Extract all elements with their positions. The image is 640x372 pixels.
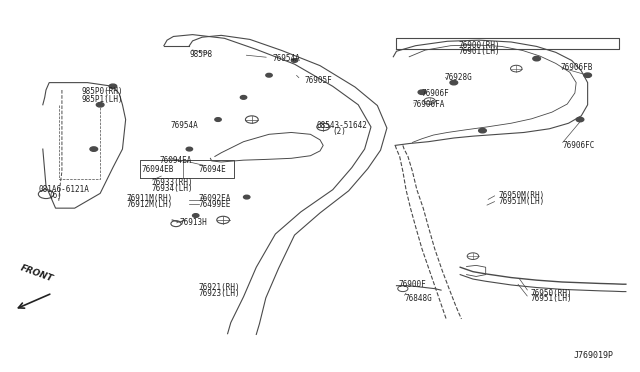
Text: 76094EA: 76094EA bbox=[159, 155, 192, 165]
Text: 76906FC: 76906FC bbox=[562, 141, 595, 150]
Text: 76928G: 76928G bbox=[444, 73, 472, 81]
Text: 76934(LH): 76934(LH) bbox=[151, 184, 193, 193]
Circle shape bbox=[97, 103, 104, 107]
Text: (2): (2) bbox=[333, 127, 347, 136]
Circle shape bbox=[533, 57, 540, 61]
Circle shape bbox=[90, 147, 98, 151]
Text: 76094EB: 76094EB bbox=[141, 165, 174, 174]
Text: 76905F: 76905F bbox=[304, 76, 332, 85]
Circle shape bbox=[291, 59, 298, 62]
Circle shape bbox=[584, 73, 591, 77]
Circle shape bbox=[244, 195, 250, 199]
Text: 08543-51642: 08543-51642 bbox=[317, 121, 368, 129]
Circle shape bbox=[576, 117, 584, 122]
Text: 76950M(RH): 76950M(RH) bbox=[499, 191, 545, 200]
Text: 76901(LH): 76901(LH) bbox=[459, 47, 500, 56]
Text: 76921(RH): 76921(RH) bbox=[199, 283, 241, 292]
Text: 76906FB: 76906FB bbox=[561, 63, 593, 72]
Text: 985P8: 985P8 bbox=[189, 51, 212, 60]
Circle shape bbox=[479, 128, 486, 133]
Circle shape bbox=[186, 147, 193, 151]
Text: 985P0(RH): 985P0(RH) bbox=[81, 87, 123, 96]
Text: 76499EE: 76499EE bbox=[199, 201, 231, 209]
Circle shape bbox=[241, 96, 246, 99]
Text: 76951M(LH): 76951M(LH) bbox=[499, 197, 545, 206]
Circle shape bbox=[450, 80, 458, 85]
Text: J769019P: J769019P bbox=[573, 350, 614, 360]
Text: 76954A: 76954A bbox=[272, 54, 300, 63]
Text: FRONT: FRONT bbox=[19, 264, 54, 284]
Text: 985P1(LH): 985P1(LH) bbox=[81, 95, 123, 104]
Text: 76951(LH): 76951(LH) bbox=[531, 295, 572, 304]
Circle shape bbox=[215, 118, 221, 121]
Text: 76094E: 76094E bbox=[199, 165, 227, 174]
Text: 76900(RH): 76900(RH) bbox=[459, 41, 500, 50]
Text: 081A6-6121A: 081A6-6121A bbox=[38, 185, 89, 194]
Text: 76912M(LH): 76912M(LH) bbox=[127, 201, 173, 209]
Text: 76092EA: 76092EA bbox=[199, 195, 231, 203]
Text: 76913H: 76913H bbox=[180, 218, 207, 227]
Text: 76906F: 76906F bbox=[422, 89, 450, 98]
Text: 76950(RH): 76950(RH) bbox=[531, 289, 572, 298]
Text: 76933(RH): 76933(RH) bbox=[151, 178, 193, 187]
Circle shape bbox=[418, 90, 426, 94]
Text: 76954A: 76954A bbox=[170, 121, 198, 129]
Circle shape bbox=[193, 214, 199, 217]
Circle shape bbox=[109, 84, 116, 89]
Text: (6): (6) bbox=[48, 191, 62, 200]
Text: 76906FA: 76906FA bbox=[412, 100, 445, 109]
Text: 76848G: 76848G bbox=[404, 294, 432, 303]
Circle shape bbox=[266, 73, 272, 77]
Text: 76923(LH): 76923(LH) bbox=[199, 289, 241, 298]
Text: 76900F: 76900F bbox=[398, 280, 426, 289]
Text: 76911M(RH): 76911M(RH) bbox=[127, 195, 173, 203]
